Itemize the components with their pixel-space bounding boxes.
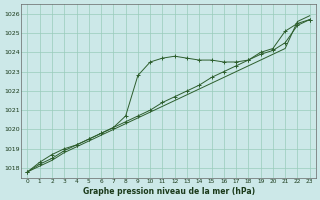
X-axis label: Graphe pression niveau de la mer (hPa): Graphe pression niveau de la mer (hPa) — [83, 187, 255, 196]
